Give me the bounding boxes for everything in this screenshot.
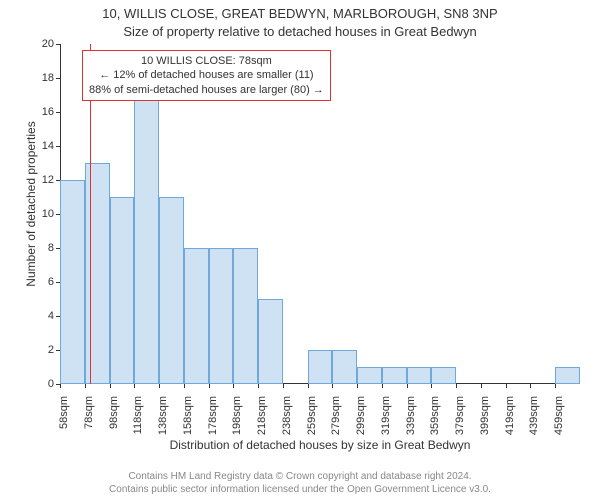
x-tick-mark xyxy=(184,384,185,388)
histogram-bar xyxy=(110,197,135,384)
histogram-bar xyxy=(357,367,382,384)
x-tick-mark xyxy=(506,384,507,388)
y-tick-label: 18 xyxy=(42,72,54,84)
histogram-bar xyxy=(332,350,357,384)
x-tick-mark xyxy=(431,384,432,388)
histogram-bar xyxy=(407,367,432,384)
x-tick-label: 439sqm xyxy=(528,396,540,435)
histogram-bar xyxy=(382,367,407,384)
x-tick-label: 379sqm xyxy=(454,396,466,435)
chart-title-line2: Size of property relative to detached ho… xyxy=(0,22,600,40)
histogram-bar xyxy=(60,180,85,384)
x-tick-mark xyxy=(110,384,111,388)
x-tick-label: 319sqm xyxy=(380,396,392,435)
x-tick-mark xyxy=(209,384,210,388)
x-tick-label: 279sqm xyxy=(330,396,342,435)
x-tick-label: 399sqm xyxy=(479,396,491,435)
y-tick-label: 16 xyxy=(42,106,54,118)
footer-line2: Contains public sector information licen… xyxy=(0,483,600,496)
histogram-bar xyxy=(134,95,159,384)
x-tick-mark xyxy=(134,384,135,388)
chart-container: { "title_line1": "10, WILLIS CLOSE, GREA… xyxy=(0,0,600,500)
x-tick-mark xyxy=(308,384,309,388)
x-tick-label: 259sqm xyxy=(306,396,318,435)
y-tick-label: 12 xyxy=(42,174,54,186)
y-tick-label: 4 xyxy=(48,310,54,322)
chart-title-line1: 10, WILLIS CLOSE, GREAT BEDWYN, MARLBORO… xyxy=(0,0,600,22)
x-tick-label: 419sqm xyxy=(504,396,516,435)
x-tick-label: 339sqm xyxy=(405,396,417,435)
x-tick-mark xyxy=(233,384,234,388)
histogram-bar xyxy=(308,350,333,384)
infobox-line1: 10 WILLIS CLOSE: 78sqm xyxy=(89,54,324,68)
y-tick-mark xyxy=(56,146,60,147)
x-tick-label: 158sqm xyxy=(182,396,194,435)
x-tick-mark xyxy=(159,384,160,388)
reference-infobox: 10 WILLIS CLOSE: 78sqm ← 12% of detached… xyxy=(82,50,331,101)
x-tick-mark xyxy=(85,384,86,388)
y-tick-label: 6 xyxy=(48,276,54,288)
x-tick-label: 299sqm xyxy=(355,396,367,435)
y-tick-mark xyxy=(56,44,60,45)
histogram-bar xyxy=(209,248,234,384)
x-tick-mark xyxy=(407,384,408,388)
x-tick-label: 459sqm xyxy=(553,396,565,435)
x-tick-label: 238sqm xyxy=(281,396,293,435)
x-tick-label: 98sqm xyxy=(108,396,120,429)
histogram-bar xyxy=(85,163,110,384)
x-tick-label: 218sqm xyxy=(256,396,268,435)
histogram-bar xyxy=(555,367,580,384)
x-tick-mark xyxy=(357,384,358,388)
x-tick-mark xyxy=(283,384,284,388)
x-tick-label: 118sqm xyxy=(132,396,144,434)
x-tick-label: 178sqm xyxy=(207,396,219,435)
y-tick-label: 0 xyxy=(48,378,54,390)
x-tick-mark xyxy=(382,384,383,388)
x-tick-mark xyxy=(555,384,556,388)
y-axis-label: Number of detached properties xyxy=(24,104,38,304)
x-tick-label: 198sqm xyxy=(231,396,243,435)
x-tick-mark xyxy=(456,384,457,388)
y-tick-label: 2 xyxy=(48,344,54,356)
y-tick-label: 8 xyxy=(48,242,54,254)
chart-footer: Contains HM Land Registry data © Crown c… xyxy=(0,470,600,496)
x-tick-label: 78sqm xyxy=(83,396,95,429)
histogram-bar xyxy=(159,197,184,384)
y-tick-label: 20 xyxy=(42,38,54,50)
histogram-bar xyxy=(258,299,283,384)
footer-line1: Contains HM Land Registry data © Crown c… xyxy=(0,470,600,483)
y-tick-mark xyxy=(56,112,60,113)
x-axis-label: Distribution of detached houses by size … xyxy=(60,438,580,452)
histogram-bar xyxy=(233,248,258,384)
x-tick-mark xyxy=(60,384,61,388)
x-tick-mark xyxy=(481,384,482,388)
y-tick-label: 14 xyxy=(42,140,54,152)
x-tick-label: 138sqm xyxy=(157,396,169,435)
x-tick-mark xyxy=(258,384,259,388)
infobox-line3: 88% of semi-detached houses are larger (… xyxy=(89,83,324,97)
y-tick-mark xyxy=(56,78,60,79)
histogram-bar xyxy=(431,367,456,384)
x-tick-label: 58sqm xyxy=(58,396,70,429)
x-tick-mark xyxy=(530,384,531,388)
infobox-line2: ← 12% of detached houses are smaller (11… xyxy=(89,68,324,82)
x-tick-label: 359sqm xyxy=(429,396,441,435)
x-tick-mark xyxy=(332,384,333,388)
histogram-bar xyxy=(184,248,209,384)
y-tick-label: 10 xyxy=(42,208,54,220)
